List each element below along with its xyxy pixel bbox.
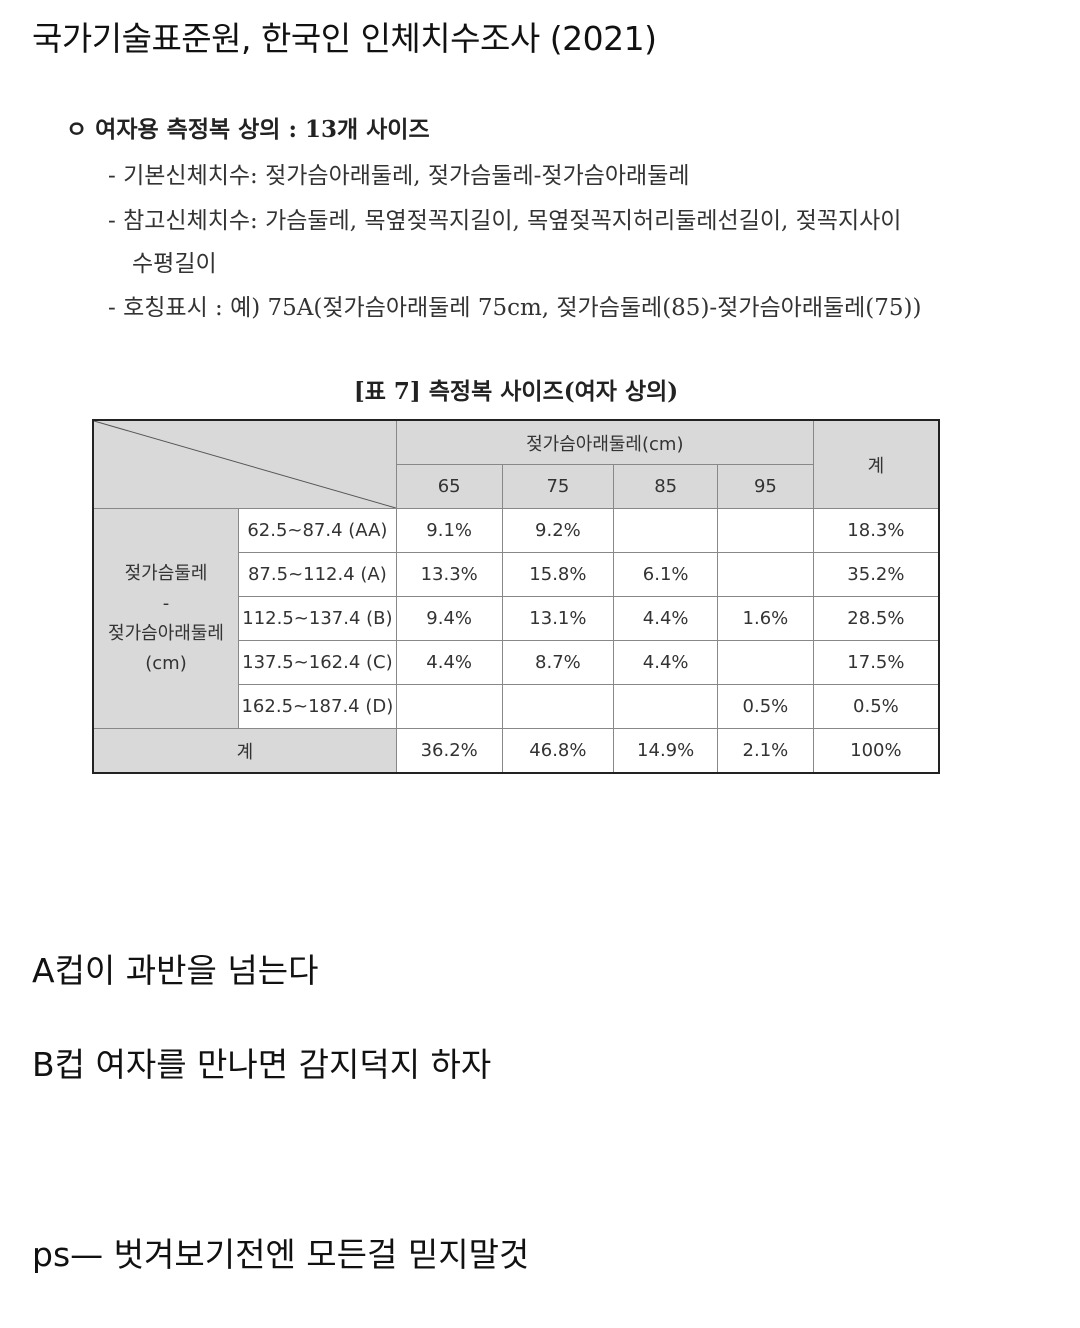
item-size-notation: - 호칭표시 : 예) 75A(젖가슴아래둘레 75cm, 젖가슴둘레(85)-…	[108, 295, 922, 321]
table-cell: 8.7%	[501, 640, 615, 685]
row-label: 162.5~187.4 (D)	[237, 684, 397, 729]
footer-total: 100%	[812, 728, 940, 774]
table-caption: [표 7] 측정복 사이즈(여자 상의)	[353, 378, 679, 405]
table-cell: 9.4%	[395, 596, 503, 641]
row-label: 87.5~112.4 (A)	[237, 552, 397, 597]
post-heading: 국가기술표준원, 한국인 인체치수조사 (2021)	[32, 19, 657, 58]
row-label: 137.5~162.4 (C)	[237, 640, 397, 685]
row-group-header: 젖가슴둘레 - 젖가슴아래둘레 (cm)	[92, 508, 239, 729]
main-bullet: ㅇ 여자용 측정복 상의 : 13개 사이즈	[66, 116, 430, 143]
table-cell: 9.2%	[501, 508, 615, 553]
comment-line-2: B컵 여자를 만나면 감지덕지 하자	[32, 1045, 492, 1084]
col-header: 65	[395, 464, 503, 509]
table-cell: 1.6%	[717, 596, 814, 641]
table-cell: 4.4%	[395, 640, 503, 685]
comment-line-3: ps— 벗겨보기전엔 모든걸 믿지말것	[32, 1235, 530, 1274]
table-cell	[395, 684, 503, 729]
table-cell	[717, 508, 814, 553]
row-total: 0.5%	[812, 684, 940, 729]
footer-label: 계	[92, 728, 397, 774]
col-header: 95	[717, 464, 814, 509]
table-cell	[613, 508, 719, 553]
row-label: 112.5~137.4 (B)	[237, 596, 397, 641]
total-header: 계	[812, 419, 940, 509]
row-group-line: (cm)	[145, 652, 187, 674]
row-group-line: -	[162, 592, 170, 614]
col-header: 85	[613, 464, 719, 509]
row-total: 17.5%	[812, 640, 940, 685]
item-reference-measure-cont: 수평길이	[132, 251, 217, 277]
row-total: 35.2%	[812, 552, 940, 597]
table-cell	[717, 552, 814, 597]
col-group-header: 젖가슴아래둘레(cm)	[395, 419, 814, 465]
item-basic-measure: - 기본신체치수: 젖가슴아래둘레, 젖가슴둘레-젖가슴아래둘레	[108, 163, 690, 189]
row-group-line: 젖가슴아래둘레	[108, 622, 224, 644]
corner-cell	[92, 419, 397, 509]
table-cell: 6.1%	[613, 552, 719, 597]
item-reference-measure: - 참고신체치수: 가슴둘레, 목옆젖꼭지길이, 목옆젖꼭지허리둘레선길이, 젖…	[108, 208, 902, 234]
col-header: 75	[501, 464, 615, 509]
table-cell	[501, 684, 615, 729]
row-total: 18.3%	[812, 508, 940, 553]
table-cell: 4.4%	[613, 596, 719, 641]
row-label: 62.5~87.4 (AA)	[237, 508, 397, 553]
table-cell: 0.5%	[717, 684, 814, 729]
table-cell: 13.3%	[395, 552, 503, 597]
table-cell: 15.8%	[501, 552, 615, 597]
table-cell: 9.1%	[395, 508, 503, 553]
table-cell	[613, 684, 719, 729]
footer-cell: 2.1%	[717, 728, 814, 774]
footer-cell: 36.2%	[395, 728, 503, 774]
row-total: 28.5%	[812, 596, 940, 641]
comment-line-1: A컵이 과반을 넘는다	[32, 951, 319, 990]
size-table: 젖가슴아래둘레(cm) 계 65 75 85 95 젖가슴둘레 - 젖가슴아래둘…	[92, 419, 940, 774]
table-cell: 13.1%	[501, 596, 615, 641]
table-cell: 4.4%	[613, 640, 719, 685]
footer-cell: 46.8%	[501, 728, 615, 774]
row-group-line: 젖가슴둘레	[124, 562, 208, 584]
table-cell	[717, 640, 814, 685]
footer-cell: 14.9%	[613, 728, 719, 774]
